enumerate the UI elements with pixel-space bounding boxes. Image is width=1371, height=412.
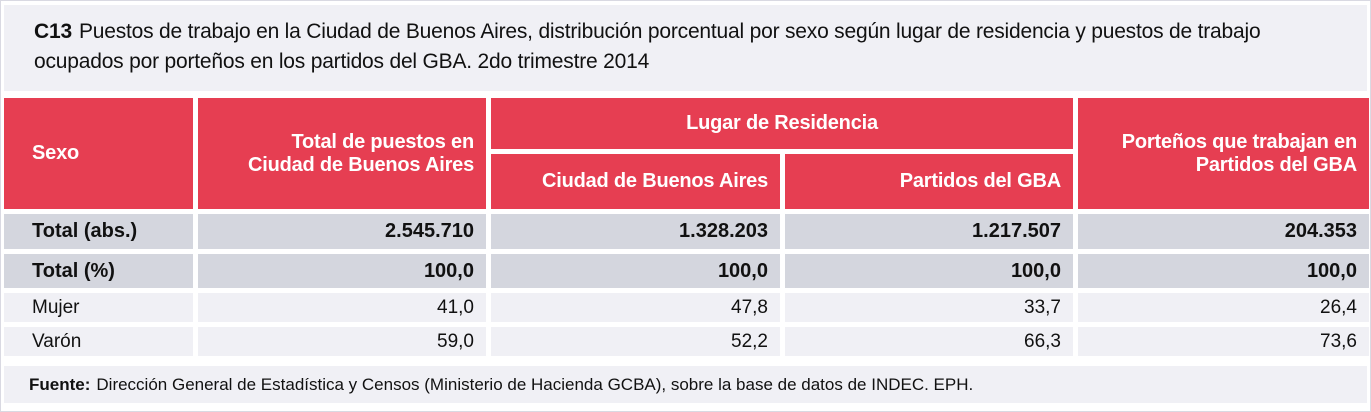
source-text: Dirección General de Estadística y Censo… (96, 374, 974, 394)
header-portenos-trabajan-gba: Porteños que trabajan en Partidos del GB… (1078, 98, 1369, 209)
value-total-caba: 2.545.710 (198, 214, 486, 249)
header-sub-ciudad-de-buenos-aires: Ciudad de Buenos Aires (491, 154, 780, 209)
value-residencia-gba: 66,3 (785, 327, 1073, 356)
value-residencia-gba: 100,0 (785, 254, 1073, 288)
value-portenos-gba: 100,0 (1078, 254, 1369, 288)
value-residencia-gba: 1.217.507 (785, 214, 1073, 249)
table-title: C13 Puestos de trabajo en la Ciudad de Bu… (4, 5, 1367, 91)
value-residencia-caba: 100,0 (491, 254, 780, 288)
value-residencia-caba: 1.328.203 (491, 214, 780, 249)
table-code: C13 (34, 20, 72, 43)
value-residencia-gba: 33,7 (785, 293, 1073, 322)
value-residencia-caba: 52,2 (491, 327, 780, 356)
row-label: Varón (4, 327, 193, 356)
row-label: Total (abs.) (4, 214, 193, 249)
table-source-note: Fuente: Dirección General de Estadística… (4, 366, 1367, 403)
header-sexo: Sexo (4, 98, 193, 209)
value-residencia-caba: 47,8 (491, 293, 780, 322)
row-label: Mujer (4, 293, 193, 322)
value-portenos-gba: 26,4 (1078, 293, 1369, 322)
value-portenos-gba: 73,6 (1078, 327, 1369, 356)
value-portenos-gba: 204.353 (1078, 214, 1369, 249)
row-label: Total (%) (4, 254, 193, 288)
value-total-caba: 59,0 (198, 327, 486, 356)
statistics-table: Sexo Total de puestos en Ciudad de Bueno… (4, 98, 1369, 356)
value-total-caba: 100,0 (198, 254, 486, 288)
value-total-caba: 41,0 (198, 293, 486, 322)
header-group-lugar-de-residencia: Lugar de Residencia (491, 98, 1073, 149)
source-label: Fuente: (29, 374, 91, 394)
table-title-text: Puestos de trabajo en la Ciudad de Bueno… (34, 20, 1261, 73)
header-sub-partidos-del-gba: Partidos del GBA (785, 154, 1073, 209)
header-total-puestos-caba: Total de puestos en Ciudad de Buenos Air… (198, 98, 486, 209)
